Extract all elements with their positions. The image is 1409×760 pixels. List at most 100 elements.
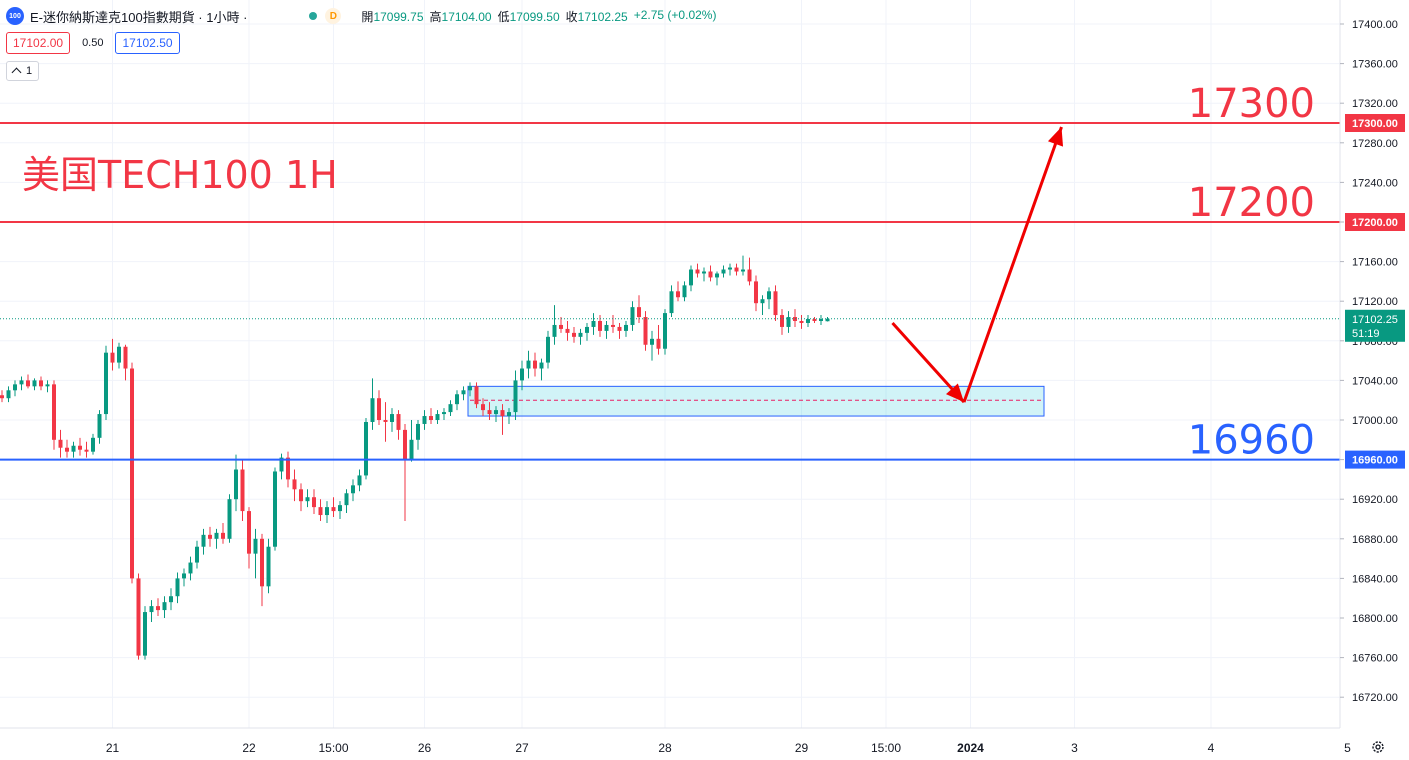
candle-body: [689, 269, 693, 286]
candle-body: [156, 606, 160, 611]
high-label: 高: [429, 9, 442, 24]
projection-arrows: [891, 126, 1064, 404]
price-tick-label: 17400.00: [1352, 19, 1398, 31]
level-label: 17200: [1188, 180, 1315, 226]
candle-body: [65, 447, 69, 452]
arrow-shaft: [962, 126, 1063, 403]
candle-body: [494, 410, 498, 415]
candle-body: [598, 321, 602, 331]
candle-body: [780, 315, 784, 327]
candle-body: [91, 437, 95, 452]
candle-body: [565, 328, 570, 333]
low-value: 17099.50: [509, 9, 560, 24]
candle-body: [97, 414, 102, 438]
candle-body: [169, 596, 173, 603]
time-tick-label: 3: [1071, 741, 1078, 755]
time-axis[interactable]: 21 22 15:00 26 27 28 29 15:00 2024 3 4 5: [0, 727, 1351, 755]
time-tick-label: 2024: [957, 741, 984, 755]
candle-body: [708, 271, 713, 278]
price-tick-label: 16760.00: [1352, 653, 1398, 665]
open-label: 開: [361, 9, 374, 24]
candle-body: [715, 273, 719, 278]
candle-body: [448, 404, 453, 413]
price-tick-label: 16720.00: [1352, 692, 1398, 704]
candle-body: [455, 394, 459, 405]
candle-body: [676, 291, 680, 298]
level-price-tag: [1345, 114, 1405, 132]
candle-body: [299, 489, 303, 502]
candle-body: [279, 457, 284, 472]
candle-body: [162, 602, 167, 611]
price-axis[interactable]: 16720.00 16760.00 16800.00 16840.00 16880.00…: [1339, 0, 1409, 760]
candle-body: [234, 469, 238, 500]
level-label: 17300: [1188, 81, 1315, 127]
candle-body: [318, 507, 323, 516]
ohlc-readout: 開17099.75 高17104.00 低17099.50 收17102.25 …: [361, 8, 716, 25]
candle-body: [32, 380, 37, 387]
candle-body: [344, 493, 349, 506]
candle-body: [260, 538, 264, 587]
buy-button[interactable]: 17102.50: [115, 32, 180, 54]
chart-grid: [0, 0, 1348, 728]
candle-body: [604, 324, 609, 331]
candle-body: [539, 362, 544, 369]
candle-body: [143, 612, 147, 656]
gear-icon[interactable]: [1371, 740, 1385, 754]
level-price-tag-label: 17300.00: [1352, 118, 1398, 130]
candle-body: [195, 546, 199, 563]
delayed-data-badge[interactable]: D: [325, 8, 342, 24]
time-tick-label: 22: [242, 741, 256, 755]
candle-body: [773, 291, 778, 316]
current-price-tag: [1345, 309, 1405, 342]
candle-body: [552, 324, 557, 337]
chart-header: 100 E-迷你納斯達克100指數期貨 · 1小時 · D 開17099.75 …: [6, 6, 716, 26]
candle-body: [611, 324, 615, 327]
arrow-head: [1047, 126, 1064, 147]
candle-body: [728, 267, 732, 270]
candle-body: [767, 291, 771, 300]
level-label: 16960: [1188, 418, 1315, 464]
level-price-tag-label: 17200.00: [1352, 217, 1398, 229]
indicators-toggle[interactable]: 1: [6, 61, 40, 81]
symbol-badge[interactable]: 100: [6, 7, 24, 25]
candle-body: [13, 384, 17, 391]
market-status[interactable]: D: [309, 8, 342, 24]
zone-box: [467, 385, 1045, 417]
candle-body: [214, 532, 219, 539]
candle-body: [461, 390, 466, 395]
candle-body: [669, 291, 674, 314]
price-tick-label: 17360.00: [1352, 59, 1398, 71]
time-tick-label: 26: [418, 741, 432, 755]
candle-body: [435, 414, 440, 420]
candle-body: [643, 317, 648, 345]
candle-body: [481, 404, 485, 411]
candle-body: [383, 420, 388, 422]
time-tick-label: 21: [106, 741, 120, 755]
candle-body: [682, 285, 687, 298]
candle-body: [429, 416, 433, 420]
candle-body: [585, 326, 589, 333]
candle-body: [559, 324, 563, 329]
chevron-up-icon: [11, 67, 22, 78]
candle-body: [84, 449, 89, 452]
candle-body: [702, 271, 706, 274]
candle-body: [364, 421, 368, 476]
candle-body: [812, 319, 817, 321]
sell-button[interactable]: 17102.00: [6, 32, 71, 54]
level-price-tag: [1345, 213, 1405, 231]
candle-body: [799, 321, 804, 323]
candle-body: [578, 332, 583, 337]
candle-body: [513, 380, 518, 413]
price-tick-label: 16920.00: [1352, 494, 1398, 506]
spread-value: 0.50: [82, 37, 104, 49]
price-tick-label: 17040.00: [1352, 375, 1398, 387]
candle-body: [201, 534, 206, 547]
candle-body: [52, 384, 56, 440]
candle-body: [110, 352, 115, 363]
candlestick-series: [0, 255, 830, 660]
symbol-title[interactable]: E-迷你納斯達克100指數期貨 · 1小時 ·: [30, 9, 248, 25]
candle-body: [117, 346, 121, 363]
candle-body: [624, 324, 628, 331]
candle-body: [377, 398, 381, 420]
